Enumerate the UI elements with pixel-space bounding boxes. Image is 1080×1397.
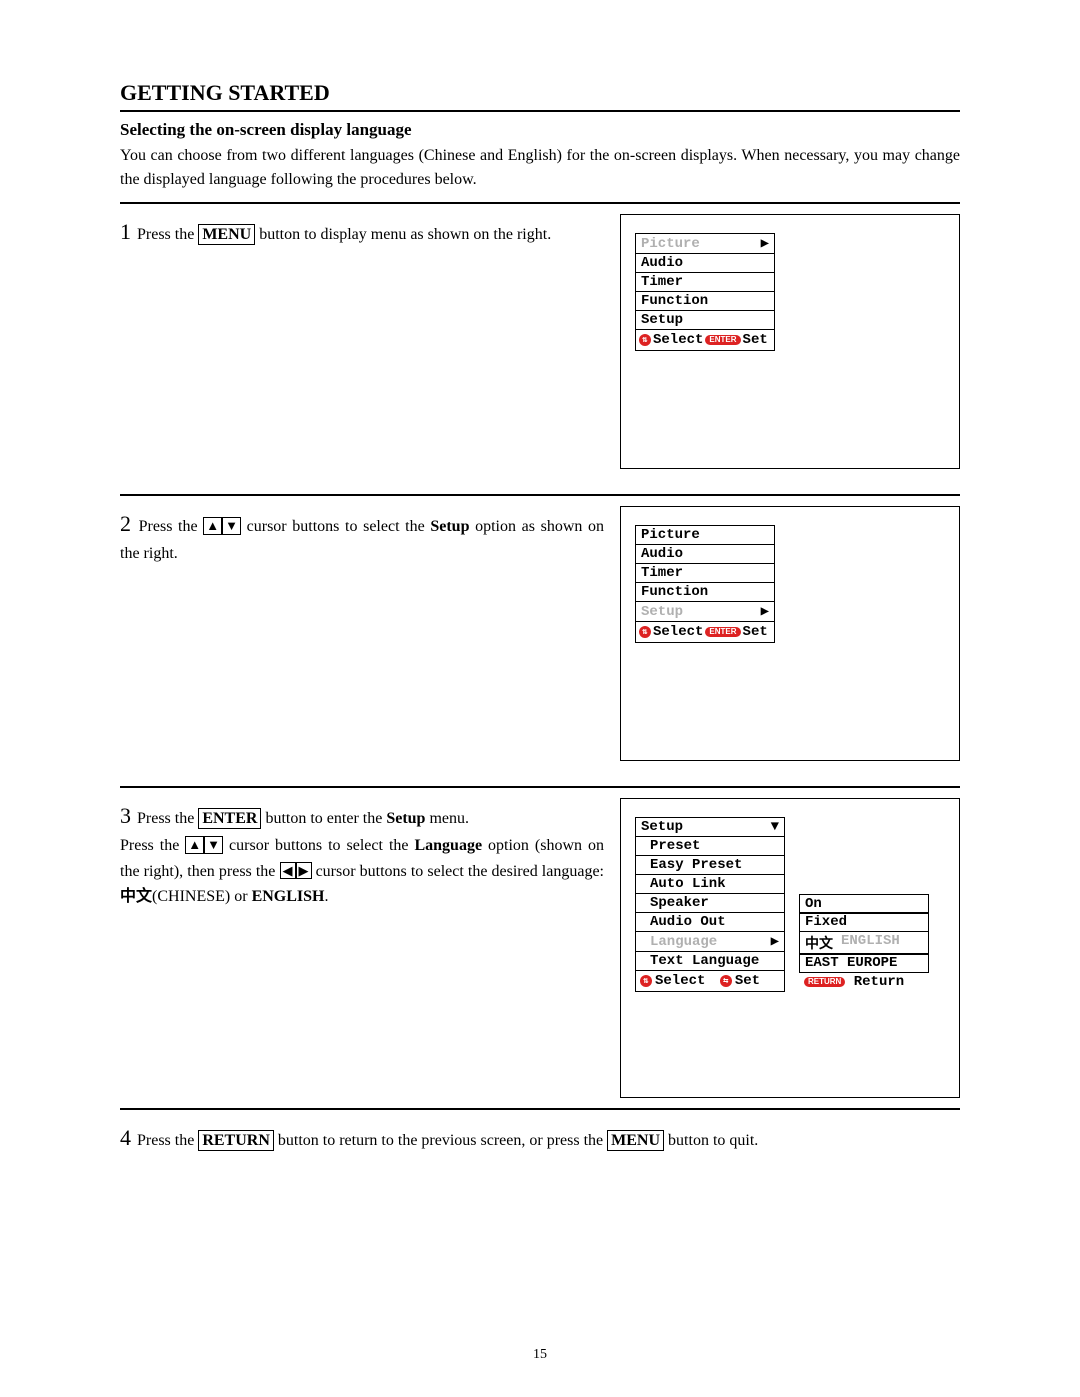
enter-pill-icon: ENTER — [705, 335, 740, 345]
intro-text: You can choose from two different langua… — [120, 144, 960, 192]
osd-item: Speaker — [636, 893, 784, 912]
osd-menu: Picture Audio Timer Function Setup▶ ⇅Sel… — [635, 525, 775, 643]
osd-item: Audio — [636, 253, 774, 272]
osd-footer: ⇅Select ⇆Set — [636, 970, 784, 991]
menu-button-label: MENU — [198, 224, 255, 245]
osd-value: EAST EUROPE — [799, 953, 929, 973]
step-text: 4 Press the RETURN button to return to t… — [120, 1120, 960, 1155]
enter-pill-icon: ENTER — [705, 627, 740, 637]
osd-screen-1: Picture▶ Audio Timer Function Setup ⇅Sel… — [620, 214, 960, 469]
return-pill-icon: RETURN — [804, 977, 845, 987]
document-page: GETTING STARTED Selecting the on-screen … — [0, 0, 1080, 1195]
osd-item: Picture — [636, 526, 774, 544]
page-title: GETTING STARTED — [120, 80, 960, 106]
down-arrow-icon: ▼ — [204, 836, 223, 854]
right-arrow-icon: ▶ — [761, 235, 769, 252]
osd-left-column: Setup▼ Preset Easy Preset Auto Link Spea… — [635, 817, 785, 992]
down-arrow-icon: ▼ — [222, 517, 241, 535]
step-2: 2 Press the ▲▼ cursor buttons to select … — [120, 506, 960, 776]
osd-item-selected: Language▶ — [636, 931, 784, 951]
osd-value: Fixed — [799, 912, 929, 932]
step-text: 1 Press the MENU button to display menu … — [120, 214, 604, 249]
enter-button-label: ENTER — [198, 808, 261, 829]
right-arrow-icon: ▶ — [296, 862, 312, 880]
section-subtitle: Selecting the on-screen display language — [120, 120, 960, 140]
page-number: 15 — [0, 1347, 1080, 1363]
osd-item: Easy Preset — [636, 855, 784, 874]
osd-value-language: 中文ENGLISH — [799, 931, 929, 955]
osd-item: Setup — [636, 310, 774, 329]
step-text: 2 Press the ▲▼ cursor buttons to select … — [120, 506, 604, 567]
step-number: 4 — [120, 1125, 131, 1150]
step-number: 1 — [120, 219, 131, 244]
return-button-label: RETURN — [198, 1130, 274, 1151]
step-number: 3 — [120, 803, 131, 828]
down-arrow-icon: ▼ — [771, 819, 779, 835]
divider — [120, 110, 960, 112]
osd-footer-return: RETURN Return — [799, 972, 929, 991]
osd-value: On — [799, 894, 929, 914]
step-text: 3 Press the ENTER button to enter the Se… — [120, 798, 604, 910]
osd-item: Audio — [636, 544, 774, 563]
updown-icon: ⇅ — [639, 626, 651, 638]
osd-item: Timer — [636, 563, 774, 582]
up-arrow-icon: ▲ — [203, 517, 222, 535]
step-1: 1 Press the MENU button to display menu … — [120, 214, 960, 484]
osd-menu: Picture▶ Audio Timer Function Setup ⇅Sel… — [635, 233, 775, 351]
osd-header: Setup▼ — [636, 818, 784, 836]
leftright-icon: ⇆ — [720, 975, 732, 987]
osd-screen-2: Picture Audio Timer Function Setup▶ ⇅Sel… — [620, 506, 960, 761]
osd-item: Preset — [636, 836, 784, 855]
up-arrow-icon: ▲ — [185, 836, 204, 854]
divider — [120, 494, 960, 496]
right-arrow-icon: ▶ — [771, 933, 779, 950]
left-arrow-icon: ◀ — [280, 862, 296, 880]
osd-right-column: . . . On Fixed 中文ENGLISH EAST EUROPE RET… — [799, 844, 929, 989]
osd-item-selected: Picture▶ — [636, 234, 774, 253]
osd-item: Auto Link — [636, 874, 784, 893]
osd-footer: ⇅Select ENTERSet — [636, 621, 774, 642]
divider — [120, 1108, 960, 1110]
osd-setup-menu: Setup▼ Preset Easy Preset Auto Link Spea… — [635, 817, 945, 992]
updown-icon: ⇅ — [640, 975, 652, 987]
osd-item: Function — [636, 582, 774, 601]
menu-button-label: MENU — [607, 1130, 664, 1151]
osd-item: Function — [636, 291, 774, 310]
step-number: 2 — [120, 511, 131, 536]
updown-icon: ⇅ — [639, 334, 651, 346]
osd-item: Timer — [636, 272, 774, 291]
divider — [120, 202, 960, 204]
osd-footer: ⇅Select ENTERSet — [636, 329, 774, 350]
osd-item: Text Language — [636, 951, 784, 970]
osd-screen-3: Setup▼ Preset Easy Preset Auto Link Spea… — [620, 798, 960, 1098]
osd-item: Audio Out — [636, 912, 784, 931]
right-arrow-icon: ▶ — [761, 603, 769, 620]
divider — [120, 786, 960, 788]
step-3: 3 Press the ENTER button to enter the Se… — [120, 798, 960, 1098]
osd-item-selected: Setup▶ — [636, 601, 774, 621]
step-4: 4 Press the RETURN button to return to t… — [120, 1120, 960, 1155]
